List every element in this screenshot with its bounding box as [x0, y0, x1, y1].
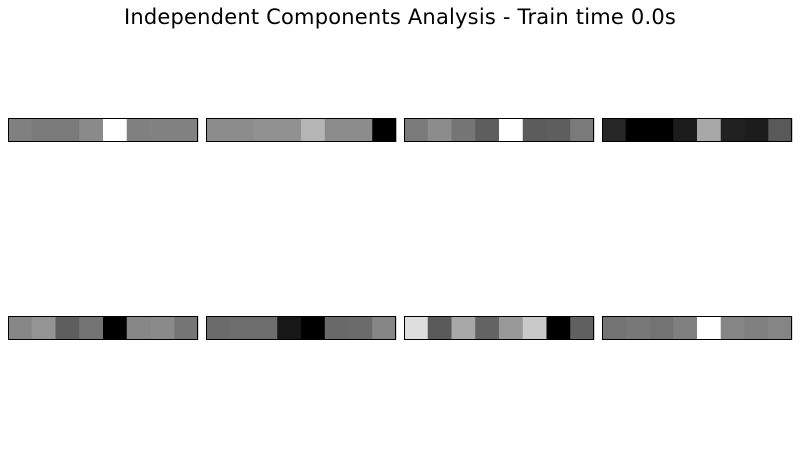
- component-3-cell-2: [427, 118, 452, 142]
- component-4-cell-1: [602, 118, 627, 142]
- component-5-cell-2: [31, 316, 56, 340]
- component-2-frame: [206, 118, 396, 142]
- component-2-cell-8: [372, 118, 397, 142]
- component-6-frame: [206, 316, 396, 340]
- component-3-cell-8: [570, 118, 595, 142]
- component-2-cell-7: [348, 118, 373, 142]
- component-3-cell-6: [522, 118, 547, 142]
- component-panel-8: [602, 316, 793, 340]
- component-4-cell-5: [697, 118, 722, 142]
- component-1-cell-6: [126, 118, 151, 142]
- component-7-cell-4: [475, 316, 500, 340]
- component-1-cell-2: [31, 118, 56, 142]
- component-3-cell-7: [546, 118, 571, 142]
- component-5-cell-3: [55, 316, 80, 340]
- component-2-cell-6: [324, 118, 349, 142]
- component-5-cell-4: [79, 316, 104, 340]
- component-4-cell-2: [625, 118, 650, 142]
- component-8-cell-1: [602, 316, 627, 340]
- component-2-cell-1: [206, 118, 231, 142]
- component-3-cell-5: [499, 118, 524, 142]
- component-7-cell-3: [451, 316, 476, 340]
- component-8-cell-2: [625, 316, 650, 340]
- component-4-cell-4: [673, 118, 698, 142]
- component-7-cell-6: [522, 316, 547, 340]
- component-2-cell-3: [253, 118, 278, 142]
- component-3-cell-1: [404, 118, 429, 142]
- component-7-cell-8: [570, 316, 595, 340]
- component-1-cell-5: [103, 118, 128, 142]
- component-4-cell-6: [720, 118, 745, 142]
- component-3-cell-4: [475, 118, 500, 142]
- component-2-cell-4: [277, 118, 302, 142]
- component-6-cell-7: [348, 316, 373, 340]
- component-8-cell-8: [768, 316, 793, 340]
- component-1-cell-1: [8, 118, 33, 142]
- component-5-cell-6: [126, 316, 151, 340]
- component-7-cell-2: [427, 316, 452, 340]
- component-panel-6: [206, 316, 397, 340]
- component-7-cell-5: [499, 316, 524, 340]
- component-6-cell-3: [253, 316, 278, 340]
- component-6-cell-4: [277, 316, 302, 340]
- component-5-cell-8: [174, 316, 199, 340]
- component-1-frame: [8, 118, 198, 142]
- component-8-cell-4: [673, 316, 698, 340]
- component-panel-1: [8, 118, 199, 142]
- component-6-cell-2: [229, 316, 254, 340]
- component-1-cell-7: [150, 118, 175, 142]
- component-7-cell-7: [546, 316, 571, 340]
- figure-title: Independent Components Analysis - Train …: [123, 5, 677, 29]
- component-panel-4: [602, 118, 793, 142]
- component-5-frame: [8, 316, 198, 340]
- component-2-cell-5: [301, 118, 326, 142]
- component-2-cell-2: [229, 118, 254, 142]
- component-8-cell-5: [697, 316, 722, 340]
- component-7-frame: [404, 316, 594, 340]
- component-8-cell-6: [720, 316, 745, 340]
- component-panel-5: [8, 316, 199, 340]
- component-panel-2: [206, 118, 397, 142]
- component-panel-3: [404, 118, 595, 142]
- component-4-cell-8: [768, 118, 793, 142]
- component-5-cell-7: [150, 316, 175, 340]
- component-5-cell-1: [8, 316, 33, 340]
- component-6-cell-1: [206, 316, 231, 340]
- component-6-cell-5: [301, 316, 326, 340]
- component-8-frame: [602, 316, 792, 340]
- component-8-cell-7: [744, 316, 769, 340]
- component-5-cell-5: [103, 316, 128, 340]
- component-6-cell-8: [372, 316, 397, 340]
- component-6-cell-6: [324, 316, 349, 340]
- component-4-frame: [602, 118, 792, 142]
- component-3-frame: [404, 118, 594, 142]
- component-4-cell-7: [744, 118, 769, 142]
- component-7-cell-1: [404, 316, 429, 340]
- component-1-cell-3: [55, 118, 80, 142]
- component-8-cell-3: [649, 316, 674, 340]
- component-1-cell-8: [174, 118, 199, 142]
- component-panel-7: [404, 316, 595, 340]
- component-4-cell-3: [649, 118, 674, 142]
- component-1-cell-4: [79, 118, 104, 142]
- component-3-cell-3: [451, 118, 476, 142]
